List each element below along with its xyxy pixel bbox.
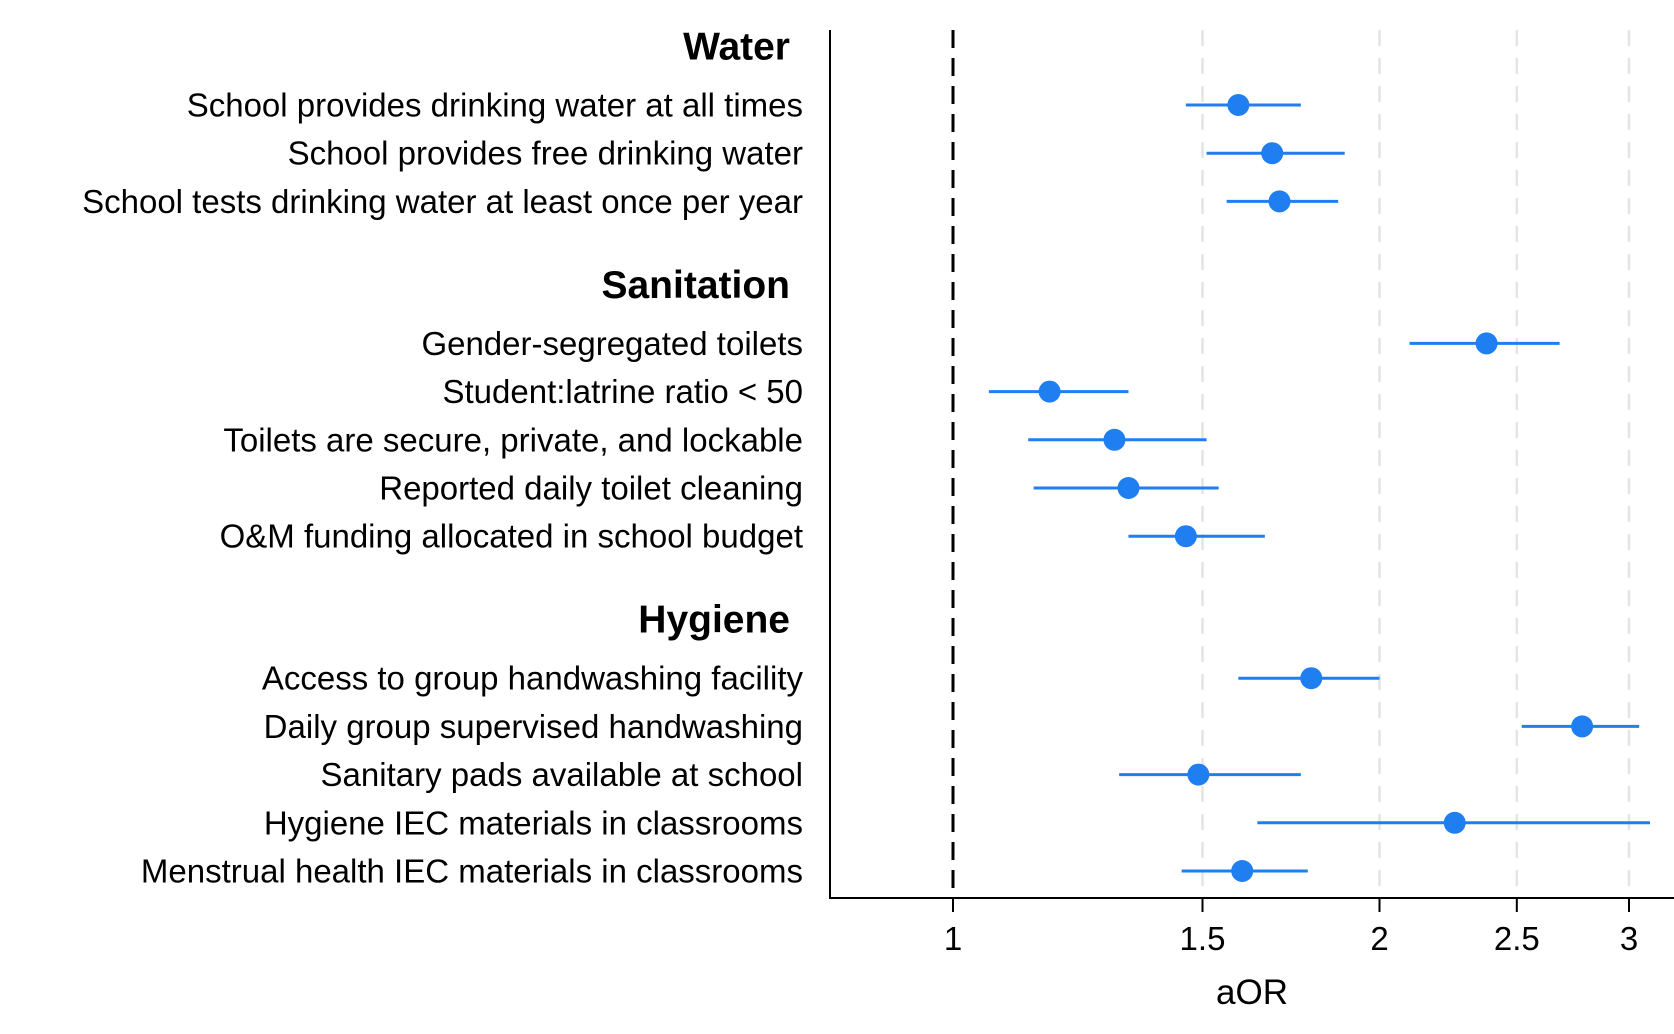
point-estimate — [1117, 477, 1140, 499]
x-tick-label: 1 — [944, 920, 962, 957]
group-label: Hygiene — [638, 599, 790, 642]
row-label: Toilets are secure, private, and lockabl… — [223, 421, 803, 458]
estimate-marks — [988, 94, 1650, 882]
point-estimate — [1475, 332, 1498, 355]
grid-lines — [1201, 30, 1631, 898]
point-estimate — [1268, 190, 1291, 213]
point-estimate — [1103, 428, 1126, 451]
group-label: Water — [683, 26, 790, 69]
row-label: Menstrual health IEC materials in classr… — [141, 853, 803, 890]
row-label: O&M funding allocated in school budget — [220, 518, 803, 555]
x-tick-label: 1.5 — [1180, 920, 1226, 957]
x-axis-title: aOR — [1216, 973, 1288, 1012]
row-label: Reported daily toilet cleaning — [379, 470, 803, 507]
row-label: Hygiene IEC materials in classrooms — [264, 804, 803, 841]
group-label: Sanitation — [601, 264, 790, 307]
row-labels: Water School provides drinking water at a… — [82, 26, 803, 890]
x-tick-label: 2.5 — [1494, 920, 1540, 957]
row-label: Daily group supervised handwashing — [264, 708, 803, 745]
row-label: Access to group handwashing facility — [262, 660, 804, 697]
x-tick-label: 2 — [1370, 920, 1388, 957]
point-estimate — [1174, 525, 1197, 548]
row-label: School provides drinking water at all ti… — [187, 87, 803, 124]
point-estimate — [1231, 860, 1254, 882]
row-label: Student:latrine ratio < 50 — [443, 373, 804, 410]
point-estimate — [1261, 142, 1284, 165]
x-tick-label: 3 — [1620, 920, 1638, 957]
point-estimate — [1227, 94, 1250, 116]
row-label: School tests drinking water at least onc… — [82, 183, 803, 220]
point-estimate — [1571, 715, 1594, 738]
row-label: Gender-segregated toilets — [421, 325, 803, 362]
point-estimate — [1300, 667, 1323, 690]
axes: 1 1.5 2 2.5 3 — [829, 30, 1674, 957]
point-estimate — [1038, 380, 1061, 403]
row-label: Sanitary pads available at school — [321, 756, 803, 793]
point-estimate — [1443, 811, 1466, 834]
point-estimate — [1187, 763, 1210, 786]
row-label: School provides free drinking water — [288, 135, 803, 172]
